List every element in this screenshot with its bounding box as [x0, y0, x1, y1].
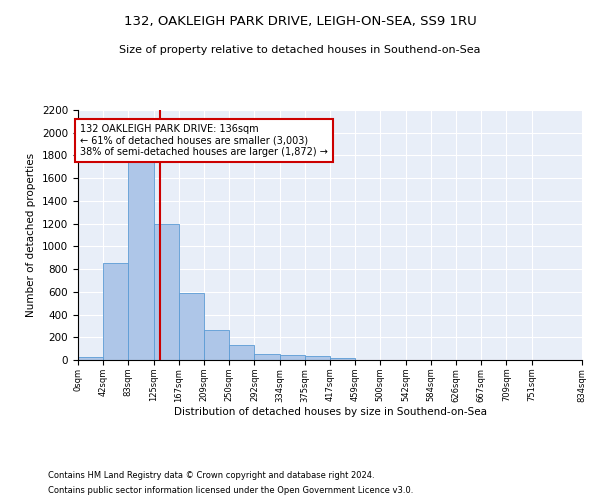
- Bar: [330, 358, 355, 360]
- Text: Contains public sector information licensed under the Open Government Licence v3: Contains public sector information licen…: [48, 486, 413, 495]
- Bar: [78, 357, 103, 360]
- Bar: [103, 264, 128, 360]
- Text: Contains HM Land Registry data © Crown copyright and database right 2024.: Contains HM Land Registry data © Crown c…: [48, 471, 374, 480]
- Bar: [229, 345, 254, 360]
- Text: 132 OAKLEIGH PARK DRIVE: 136sqm
← 61% of detached houses are smaller (3,003)
38%: 132 OAKLEIGH PARK DRIVE: 136sqm ← 61% of…: [80, 124, 328, 157]
- Bar: [254, 354, 280, 360]
- Bar: [179, 293, 205, 360]
- Bar: [205, 330, 229, 360]
- Bar: [280, 355, 305, 360]
- Bar: [305, 356, 330, 360]
- Text: 132, OAKLEIGH PARK DRIVE, LEIGH-ON-SEA, SS9 1RU: 132, OAKLEIGH PARK DRIVE, LEIGH-ON-SEA, …: [124, 15, 476, 28]
- Bar: [128, 156, 154, 360]
- Bar: [154, 224, 179, 360]
- Text: Size of property relative to detached houses in Southend-on-Sea: Size of property relative to detached ho…: [119, 45, 481, 55]
- Y-axis label: Number of detached properties: Number of detached properties: [26, 153, 37, 317]
- X-axis label: Distribution of detached houses by size in Southend-on-Sea: Distribution of detached houses by size …: [173, 407, 487, 417]
